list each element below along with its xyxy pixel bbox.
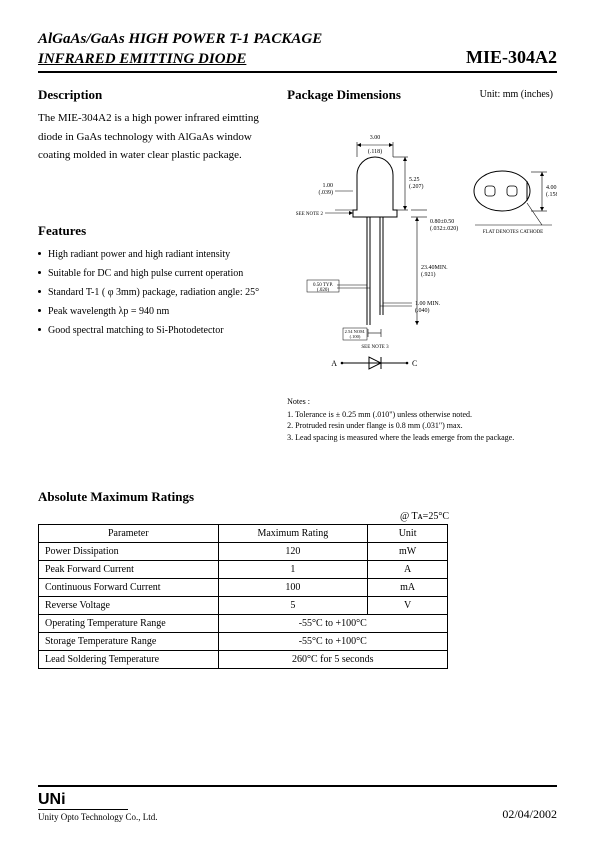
flat-label: FLAT DENOTES CATHODE bbox=[483, 230, 543, 235]
notes-heading: Notes : bbox=[287, 396, 557, 407]
unit-label: Unit: mm (inches) bbox=[480, 89, 553, 100]
page-footer: UNi Unity Opto Technology Co., Ltd. 02/0… bbox=[38, 785, 557, 822]
value-cell: 260°C for 5 seconds bbox=[218, 650, 447, 668]
content-columns: Description The MIE-304A2 is a high powe… bbox=[38, 87, 557, 443]
col-header: Maximum Rating bbox=[218, 524, 368, 542]
dim-text: (.921) bbox=[421, 271, 436, 278]
dim-text: 1.00 MIN. bbox=[415, 301, 441, 307]
right-column: Package Dimensions Unit: mm (inches) 3.0… bbox=[287, 87, 557, 443]
param-cell: Peak Forward Current bbox=[39, 560, 219, 578]
dim-text: 4.00 bbox=[546, 185, 557, 191]
param-cell: Continuous Forward Current bbox=[39, 578, 219, 596]
ratings-table: Parameter Maximum Rating Unit Power Diss… bbox=[38, 524, 448, 669]
note-item: 2. Protruded resin under flange is 0.8 m… bbox=[287, 420, 557, 431]
title-line1: AlGaAs/GaAs HIGH POWER T-1 PACKAGE bbox=[38, 30, 322, 50]
description-text: The MIE-304A2 is a high power infrared e… bbox=[38, 109, 269, 165]
package-notes: Notes : 1. Tolerance is ± 0.25 mm (.010"… bbox=[287, 396, 557, 443]
feature-item: Standard T-1 ( φ 3mm) package, radiation… bbox=[38, 283, 269, 302]
note-ref: SEE NOTE 2 bbox=[296, 212, 324, 217]
company-logo: UNi bbox=[38, 791, 128, 810]
feature-item: Peak wavelength λp = 940 nm bbox=[38, 302, 269, 321]
unit-cell: A bbox=[368, 560, 448, 578]
param-cell: Operating Temperature Range bbox=[39, 614, 219, 632]
table-header-row: Parameter Maximum Rating Unit bbox=[39, 524, 448, 542]
table-row: Lead Soldering Temperature260°C for 5 se… bbox=[39, 650, 448, 668]
param-cell: Lead Soldering Temperature bbox=[39, 650, 219, 668]
value-cell: 100 bbox=[218, 578, 368, 596]
param-cell: Reverse Voltage bbox=[39, 596, 219, 614]
note-item: 3. Lead spacing is measured where the le… bbox=[287, 432, 557, 443]
value-cell: 5 bbox=[218, 596, 368, 614]
title-line2: INFRARED EMITTING DIODE bbox=[38, 50, 322, 70]
title-block: AlGaAs/GaAs HIGH POWER T-1 PACKAGE INFRA… bbox=[38, 30, 557, 73]
dim-text: (.039) bbox=[319, 189, 334, 196]
dim-text: (.100) bbox=[350, 334, 361, 339]
dim-text: (.020) bbox=[317, 288, 329, 293]
doc-date: 02/04/2002 bbox=[502, 807, 557, 822]
value-cell: -55°C to +100°C bbox=[218, 632, 447, 650]
table-row: Operating Temperature Range-55°C to +100… bbox=[39, 614, 448, 632]
note-item: 1. Tolerance is ± 0.25 mm (.010") unless… bbox=[287, 409, 557, 420]
description-heading: Description bbox=[38, 87, 269, 103]
left-column: Description The MIE-304A2 is a high powe… bbox=[38, 87, 269, 443]
dim-text: (.207) bbox=[409, 183, 424, 190]
value-cell: 1 bbox=[218, 560, 368, 578]
param-cell: Power Dissipation bbox=[39, 542, 219, 560]
table-row: Reverse Voltage5V bbox=[39, 596, 448, 614]
value-cell: 120 bbox=[218, 542, 368, 560]
ratings-condition: @ Tᴀ=25°C bbox=[38, 511, 557, 522]
ratings-heading: Absolute Maximum Ratings bbox=[38, 489, 557, 505]
dim-text: 23.40MIN. bbox=[421, 265, 448, 271]
col-header: Parameter bbox=[39, 524, 219, 542]
dim-text: 5.25 bbox=[409, 177, 420, 183]
part-number: MIE-304A2 bbox=[466, 47, 557, 69]
ratings-section: Absolute Maximum Ratings @ Tᴀ=25°C Param… bbox=[38, 489, 557, 669]
col-header: Unit bbox=[368, 524, 448, 542]
unit-cell: mW bbox=[368, 542, 448, 560]
cathode-label: C bbox=[412, 359, 417, 368]
unit-cell: V bbox=[368, 596, 448, 614]
dim-text: (.032±.020) bbox=[430, 225, 458, 232]
features-section: Features High radiant power and high rad… bbox=[38, 223, 269, 340]
dim-text: 1.00 bbox=[323, 183, 334, 189]
value-cell: -55°C to +100°C bbox=[218, 614, 447, 632]
dim-text: 0.80±0.50 bbox=[430, 219, 454, 225]
table-row: Peak Forward Current1A bbox=[39, 560, 448, 578]
table-row: Continuous Forward Current100mA bbox=[39, 578, 448, 596]
footer-rule bbox=[38, 785, 557, 787]
company-name: Unity Opto Technology Co., Ltd. bbox=[38, 812, 157, 822]
package-diagram: 3.00 (.118) 5.25 (.207) 1.00 (.039) SEE … bbox=[287, 125, 557, 385]
note-ref: SEE NOTE 3 bbox=[362, 345, 390, 350]
anode-label: A bbox=[331, 359, 337, 368]
unit-cell: mA bbox=[368, 578, 448, 596]
dim-text: (.118) bbox=[368, 148, 382, 155]
features-list: High radiant power and high radiant inte… bbox=[38, 245, 269, 340]
param-cell: Storage Temperature Range bbox=[39, 632, 219, 650]
doc-title: AlGaAs/GaAs HIGH POWER T-1 PACKAGE INFRA… bbox=[38, 30, 322, 69]
table-row: Power Dissipation120mW bbox=[39, 542, 448, 560]
feature-item: Good spectral matching to Si-Photodetect… bbox=[38, 321, 269, 340]
feature-item: High radiant power and high radiant inte… bbox=[38, 245, 269, 264]
dim-text: (.158) bbox=[546, 191, 557, 198]
features-heading: Features bbox=[38, 223, 269, 239]
dim-text: 3.00 bbox=[370, 135, 381, 141]
dim-text: (.040) bbox=[415, 307, 430, 314]
feature-item: Suitable for DC and high pulse current o… bbox=[38, 264, 269, 283]
logo-block: UNi Unity Opto Technology Co., Ltd. bbox=[38, 791, 157, 822]
table-row: Storage Temperature Range-55°C to +100°C bbox=[39, 632, 448, 650]
